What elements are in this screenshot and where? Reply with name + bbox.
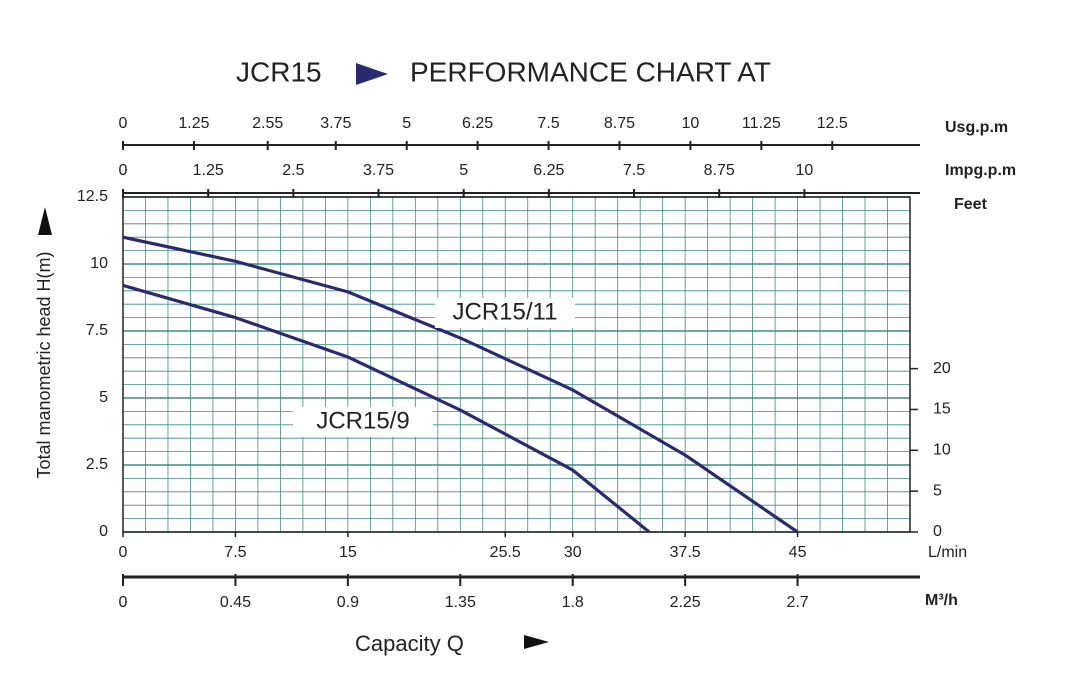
title-model: JCR15 bbox=[236, 56, 322, 87]
y-tick-label: 10 bbox=[90, 255, 108, 272]
axis-tick-label: 7.5 bbox=[537, 115, 559, 132]
label-bg bbox=[435, 298, 575, 328]
x-tick-label: 7.5 bbox=[224, 544, 246, 561]
x-axis-label: Capacity Q bbox=[355, 631, 464, 656]
axis-tick-label: 2.7 bbox=[786, 594, 808, 611]
y-tick-label: 5 bbox=[99, 389, 108, 406]
y-tick-label: 0 bbox=[99, 523, 108, 540]
series-label: JCR15/9 bbox=[316, 407, 409, 434]
series-label: JCR15/11 bbox=[453, 298, 558, 325]
x-tick-label: 0 bbox=[119, 544, 128, 561]
axis-tick-label: 5 bbox=[402, 115, 411, 132]
x-tick-label: 45 bbox=[789, 544, 807, 561]
axis-tick-label: 1.8 bbox=[562, 594, 584, 611]
axis-tick-label: 0 bbox=[119, 162, 128, 179]
y2-tick-label: 0 bbox=[933, 523, 942, 540]
y-axis-label: Total manometric head H(m) bbox=[34, 251, 54, 478]
label-bg bbox=[293, 407, 433, 437]
x-tick-label: 37.5 bbox=[670, 544, 701, 561]
y2-tick-label: 10 bbox=[933, 442, 951, 459]
x-tick-label: 15 bbox=[339, 544, 357, 561]
chart-title: PERFORMANCE CHART AT bbox=[410, 56, 771, 87]
x-tick-label: 25.5 bbox=[490, 544, 521, 561]
x-unit: L/min bbox=[928, 544, 967, 561]
axis-unit: Usg.p.m bbox=[945, 119, 1008, 136]
axis-tick-label: 6.25 bbox=[533, 162, 564, 179]
axis-tick-label: 12.5 bbox=[817, 115, 848, 132]
axis-unit: Impg.p.m bbox=[945, 162, 1016, 179]
axis-tick-label: 2.25 bbox=[670, 594, 701, 611]
axis-tick-label: 11.25 bbox=[742, 115, 781, 132]
axis-tick-label: 8.75 bbox=[704, 162, 735, 179]
axis-tick-label: 3.75 bbox=[363, 162, 394, 179]
axis-tick-label: 7.5 bbox=[623, 162, 645, 179]
axis-tick-label: 10 bbox=[682, 115, 700, 132]
axis-tick-label: 0.9 bbox=[337, 594, 359, 611]
axis-tick-label: 0 bbox=[119, 594, 128, 611]
axis-tick-label: 1.35 bbox=[445, 594, 476, 611]
y2-tick-label: 5 bbox=[933, 482, 942, 499]
y2-tick-label: 20 bbox=[933, 360, 951, 377]
y-tick-label: 2.5 bbox=[86, 456, 108, 473]
axis-tick-label: 2.5 bbox=[282, 162, 304, 179]
y-tick-label: 12.5 bbox=[77, 188, 108, 205]
axis-tick-label: 1.25 bbox=[178, 115, 209, 132]
title-arrow bbox=[356, 63, 388, 85]
x-tick-label: 30 bbox=[564, 544, 582, 561]
plot-frame bbox=[122, 196, 911, 533]
axis-tick-label: 8.75 bbox=[604, 115, 635, 132]
axis-unit: M³/h bbox=[925, 592, 958, 609]
axis-tick-label: 10 bbox=[795, 162, 813, 179]
axis-tick-label: 0 bbox=[119, 115, 128, 132]
y2-axis-label: Feet bbox=[954, 196, 988, 213]
y-tick-label: 7.5 bbox=[86, 322, 108, 339]
axis-tick-label: 3.75 bbox=[320, 115, 351, 132]
axis-tick-label: 1.25 bbox=[193, 162, 224, 179]
axis-tick-label: 0.45 bbox=[220, 594, 251, 611]
axis-tick-label: 5 bbox=[459, 162, 468, 179]
y-arrow bbox=[38, 207, 52, 235]
y2-tick-label: 15 bbox=[933, 401, 951, 418]
curve bbox=[122, 235, 799, 534]
axis-tick-label: 6.25 bbox=[462, 115, 493, 132]
curve bbox=[122, 283, 651, 534]
axis-tick-label: 2.55 bbox=[252, 115, 283, 132]
x-arrow bbox=[524, 635, 549, 649]
